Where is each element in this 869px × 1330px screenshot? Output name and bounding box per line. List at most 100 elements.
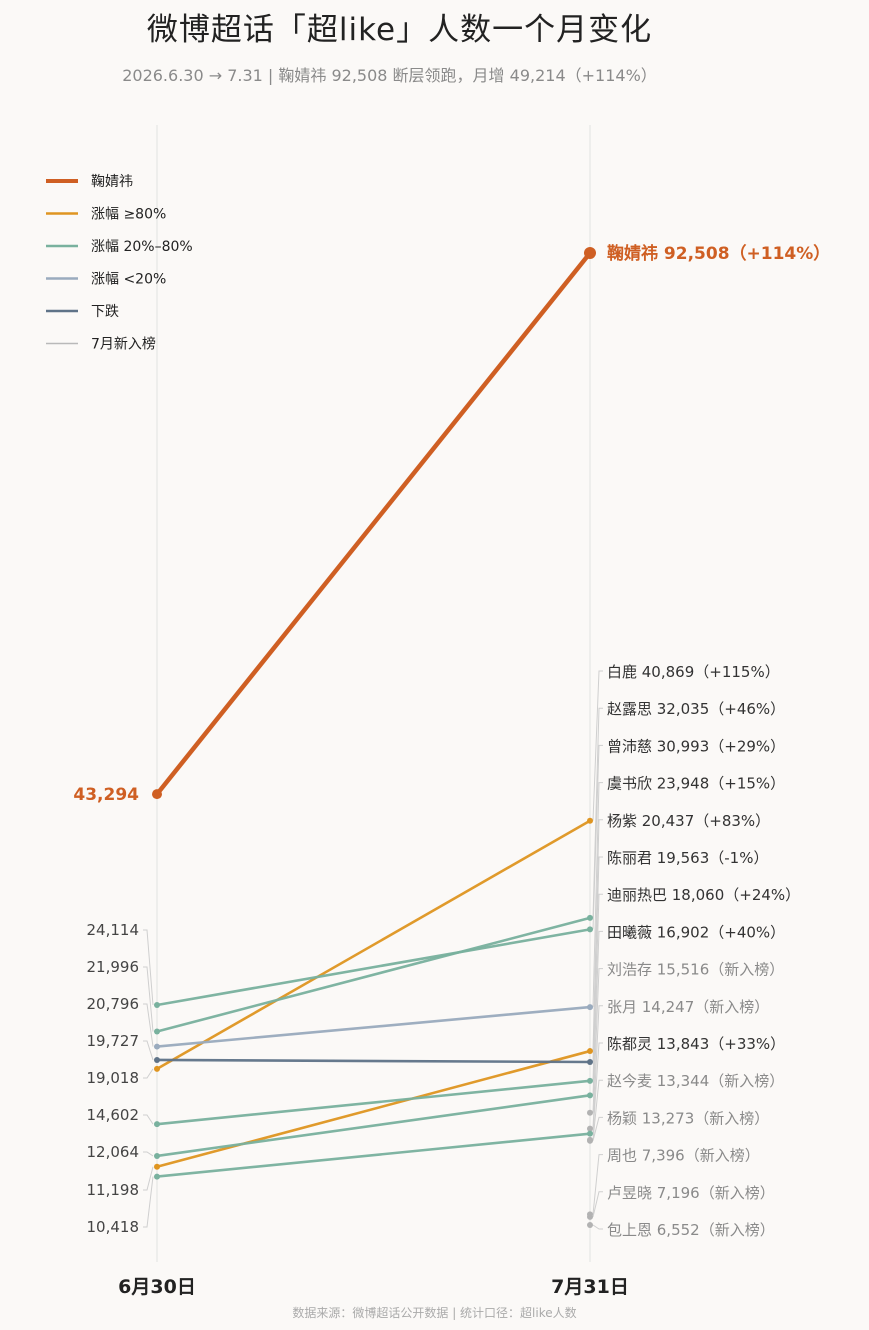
- end-label-1: 赵露思 32,035（+46%）: [607, 700, 785, 718]
- end-label-12: 杨颖 13,273（新入榜）: [607, 1109, 769, 1127]
- point-end-9: [587, 1109, 593, 1116]
- end-leader-9: [592, 1005, 603, 1129]
- end-label-4: 杨紫 20,437（+83%）: [607, 812, 770, 830]
- start-leader-6: [143, 1151, 154, 1157]
- point-end-13: [587, 1137, 593, 1144]
- start-leader-1: [143, 966, 154, 1032]
- legend-label-low: 涨幅 <20%: [91, 272, 166, 288]
- axes-layer: 6月30日 7月31日: [118, 125, 629, 1298]
- end-label-2: 曾沛慈 30,993（+29%）: [607, 737, 785, 755]
- series-line-7: [155, 1079, 592, 1126]
- end-leader-14: [592, 1191, 603, 1218]
- end-leader-6: [592, 893, 603, 1081]
- legend-label-highlight: 鞠婧祎: [91, 174, 133, 190]
- end-label-9: 张月 14,247（新入榜）: [607, 998, 769, 1016]
- point-end-4: [587, 1004, 593, 1011]
- chart-subtitle: 2026.6.30 → 7.31 | 鞠婧祎 92,508 断层领跑，月增 49…: [122, 66, 657, 85]
- series-lines-layer: [154, 250, 593, 1178]
- point-start-0: [152, 789, 162, 800]
- series-line-4: [155, 1005, 592, 1048]
- start-label-7: 11,198: [87, 1181, 140, 1199]
- start-label-4: 19,018: [87, 1069, 140, 1087]
- start-leader-7: [143, 1166, 154, 1191]
- start-label-1: 21,996: [87, 958, 140, 976]
- end-leader-11: [592, 1079, 603, 1140]
- legend-label-mid: 涨幅 20%–80%: [91, 239, 193, 255]
- point-end-7: [587, 1077, 593, 1084]
- point-start-8: [154, 1152, 160, 1159]
- point-end-1: [587, 817, 593, 824]
- start-leader-0: [143, 929, 154, 1006]
- end-leader-12: [592, 1116, 603, 1141]
- end-leader-13: [592, 1154, 603, 1215]
- point-start-5: [154, 1163, 160, 1170]
- start-label-6: 12,064: [87, 1143, 140, 1161]
- end-label-7: 田曦薇 16,902（+40%）: [607, 923, 785, 941]
- start-leader-2: [143, 1003, 154, 1047]
- point-start-3: [154, 1002, 160, 1008]
- point-end-16: [587, 1222, 593, 1228]
- chart-footer: 数据来源：微博超话公开数据 | 统计口径：超like人数: [292, 1306, 577, 1320]
- end-leader-8: [592, 968, 603, 1113]
- end-leader-3: [592, 782, 603, 1008]
- end-label-8: 刘浩存 15,516（新入榜）: [607, 961, 784, 979]
- end-label-3: 虞书欣 23,948（+15%）: [607, 775, 785, 793]
- start-leader-5: [143, 1114, 154, 1125]
- start-label-8: 10,418: [87, 1218, 140, 1236]
- end-leader-0: [592, 670, 603, 821]
- point-start-6: [154, 1056, 160, 1063]
- point-end-15: [587, 1213, 593, 1220]
- point-start-2: [154, 1028, 160, 1035]
- end-leader-5: [592, 856, 603, 1063]
- point-end-10: [587, 1125, 593, 1132]
- series-line-0: [154, 250, 593, 797]
- point-start-1: [154, 1065, 160, 1072]
- end-label-14: 卢昱晓 7,196（新入榜）: [607, 1184, 775, 1202]
- chart-title: 微博超话「超like」人数一个月变化: [146, 12, 653, 48]
- start-leader-4: [143, 1068, 154, 1079]
- point-end-11: [587, 1130, 593, 1137]
- end-leader-1: [592, 707, 603, 918]
- series-line-5: [155, 1049, 592, 1169]
- series-line-8: [155, 1094, 592, 1158]
- end-label-13: 周也 7,396（新入榜）: [607, 1147, 760, 1165]
- labels-layer: 24,114 21,996 20,796 19,727 19,018 14,602 12,0…: [73, 243, 830, 1239]
- end-leader-15: [592, 1224, 603, 1230]
- point-end-3: [587, 926, 593, 933]
- series-line-11: [155, 1132, 592, 1178]
- start-leader-8: [143, 1176, 154, 1228]
- point-start-4: [154, 1043, 160, 1050]
- points-layer: [152, 247, 596, 1228]
- start-label-2: 20,796: [87, 995, 140, 1013]
- legend-label-high: 涨幅 ≥80%: [91, 207, 166, 223]
- end-leader-2: [592, 744, 603, 930]
- end-label-10: 陈都灵 13,843（+33%）: [607, 1035, 785, 1053]
- x-tick-end: 7月31日: [551, 1276, 629, 1298]
- point-start-7: [154, 1121, 160, 1128]
- point-start-11: [154, 1173, 160, 1180]
- x-tick-start: 6月30日: [118, 1276, 196, 1298]
- end-leader-7: [592, 930, 603, 1096]
- end-leader-4: [592, 819, 603, 1052]
- end-label-6: 迪丽热巴 18,060（+24%）: [607, 886, 800, 904]
- start-leader-3: [143, 1040, 154, 1061]
- legend-label-down: 下跌: [91, 304, 119, 320]
- end-label-11: 赵今麦 13,344（新入榜）: [607, 1072, 784, 1090]
- point-end-5: [587, 1048, 593, 1055]
- series-line-6: [155, 1058, 592, 1064]
- end-label-highlight: 鞠婧祎 92,508（+114%）: [607, 243, 830, 264]
- series-line-1: [155, 819, 592, 1071]
- start-label-3: 19,727: [87, 1032, 140, 1050]
- start-label-highlight: 43,294: [73, 785, 139, 805]
- point-end-8: [587, 1092, 593, 1099]
- point-end-0: [584, 247, 596, 259]
- series-line-2: [155, 916, 592, 1033]
- point-end-6: [587, 1059, 593, 1066]
- end-label-5: 陈丽君 19,563（-1%）: [607, 849, 768, 867]
- start-label-0: 24,114: [87, 921, 140, 939]
- leader-lines-layer: [143, 670, 603, 1230]
- end-label-15: 包上恩 6,552（新入榜）: [607, 1221, 775, 1239]
- start-label-5: 14,602: [87, 1106, 140, 1124]
